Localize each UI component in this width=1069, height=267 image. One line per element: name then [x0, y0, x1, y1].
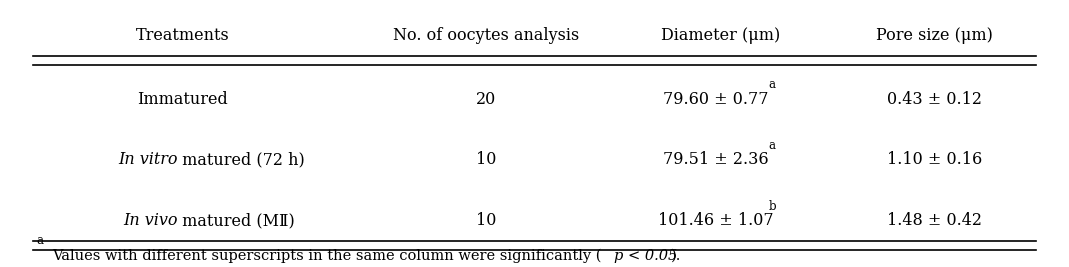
Text: In vivo: In vivo: [123, 212, 177, 229]
Text: 1.48 ± 0.42: 1.48 ± 0.42: [887, 212, 981, 229]
Text: ).: ).: [671, 249, 681, 263]
Text: 79.60 ± 0.77: 79.60 ± 0.77: [663, 91, 769, 108]
Text: 101.46 ± 1.07: 101.46 ± 1.07: [657, 212, 774, 229]
Text: Diameter (μm): Diameter (μm): [662, 27, 780, 44]
Text: Pore size (μm): Pore size (μm): [876, 27, 993, 44]
Text: 10: 10: [477, 151, 497, 168]
Text: 0.43 ± 0.12: 0.43 ± 0.12: [887, 91, 981, 108]
Text: matured (MⅡ): matured (MⅡ): [177, 212, 295, 229]
Text: Treatments: Treatments: [136, 27, 230, 44]
Text: 20: 20: [477, 91, 497, 108]
Text: Values with different superscripts in the same column were significantly (: Values with different superscripts in th…: [52, 249, 602, 263]
Text: In vitro: In vitro: [118, 151, 177, 168]
Text: b: b: [769, 200, 776, 213]
Text: No. of oocytes analysis: No. of oocytes analysis: [393, 27, 579, 44]
Text: Immatured: Immatured: [137, 91, 228, 108]
Text: a: a: [769, 78, 776, 91]
Text: matured (72 h): matured (72 h): [177, 151, 305, 168]
Text: a: a: [769, 139, 776, 152]
Text: 10: 10: [477, 212, 497, 229]
Text: p < 0.05: p < 0.05: [615, 249, 678, 263]
Text: a: a: [36, 234, 44, 247]
Text: 1.10 ± 0.16: 1.10 ± 0.16: [886, 151, 982, 168]
Text: 79.51 ± 2.36: 79.51 ± 2.36: [663, 151, 769, 168]
